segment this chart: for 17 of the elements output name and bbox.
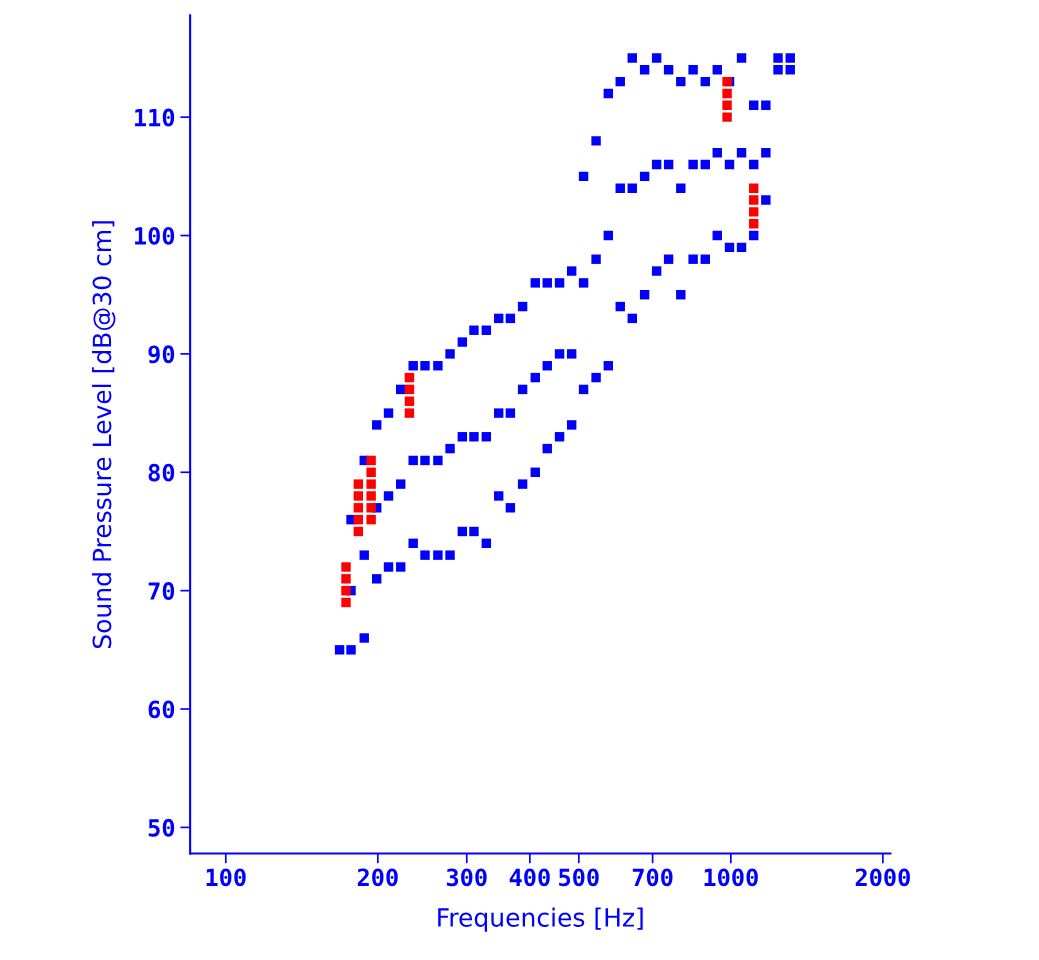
y-tick-label: 100 (135, 226, 175, 245)
x-tick-label: 1000 (704, 868, 758, 887)
x-tick-label: 200 (357, 868, 398, 887)
x-tick-label: 300 (446, 868, 487, 887)
y-tick-label: 80 (148, 463, 175, 482)
x-tick-label: 400 (509, 868, 550, 887)
y-tick-label: 50 (148, 818, 175, 837)
y-tick-label: 70 (148, 582, 175, 600)
x-tick-label: 2000 (855, 868, 910, 887)
x-tick-label: 500 (559, 868, 599, 887)
x-tick-label: 100 (206, 868, 246, 887)
y-axis-title: Sound Pressure Level [dB@30 cm] (92, 221, 116, 649)
y-tick-label: 60 (148, 700, 175, 719)
x-tick-label: 700 (632, 868, 673, 887)
y-tick-label: 110 (135, 108, 175, 127)
x-axis-title: Frequencies [Hz] (438, 907, 643, 932)
y-tick-label: 90 (148, 345, 175, 364)
